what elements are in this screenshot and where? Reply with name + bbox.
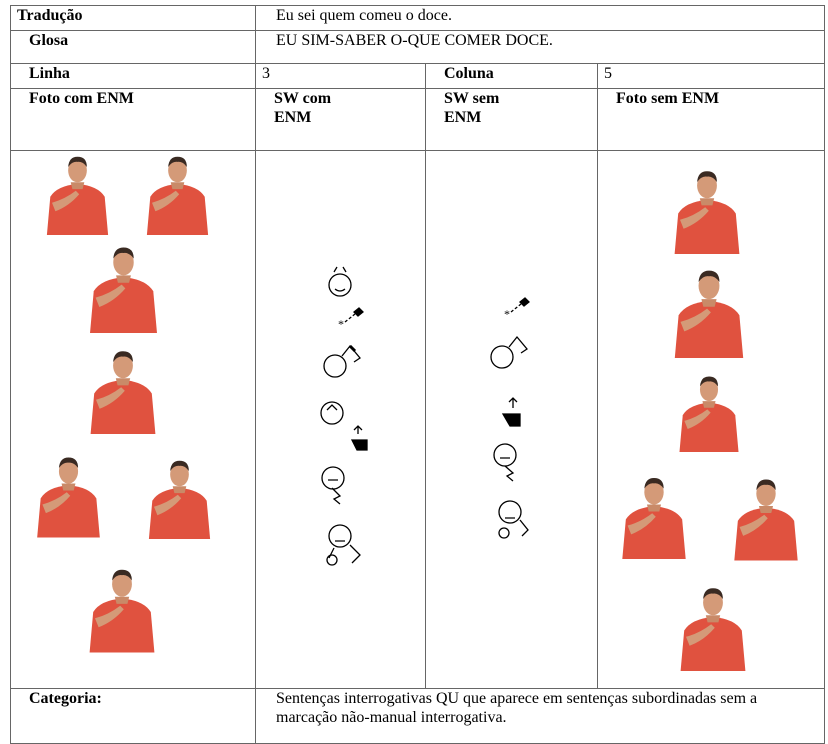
cell: Foto sem ENM (596, 88, 826, 151)
header-text: SW sem ENM (444, 90, 500, 126)
sign-table: Tradução Eu sei quem comeu o doce. Glosa… (10, 5, 826, 744)
cell (596, 150, 826, 689)
row: Linha 3 Coluna 5 (10, 63, 826, 89)
cell (255, 150, 426, 689)
cell: Linha (10, 63, 256, 89)
header-text: SW com ENM (274, 90, 332, 126)
cell: 3 (255, 63, 426, 89)
cell: SW sem ENM (425, 88, 598, 151)
cell: Categoria: (10, 688, 256, 744)
cell: Eu sei quem comeu o doce. (254, 5, 826, 31)
cell: SW com ENM (255, 88, 426, 151)
cell: Tradução (10, 5, 256, 31)
row: Foto com ENM SW com ENM SW sem ENM Foto … (10, 88, 826, 151)
row: Categoria: Sentenças interrogativas QU q… (10, 688, 826, 744)
cell (425, 150, 598, 689)
row (10, 150, 826, 689)
row: Glosa EU SIM-SABER O-QUE COMER DOCE. (10, 30, 826, 64)
cell: EU SIM-SABER O-QUE COMER DOCE. (254, 30, 826, 64)
cell: Glosa (10, 30, 256, 64)
cell: 5 (596, 63, 826, 89)
row: Tradução Eu sei quem comeu o doce. (10, 5, 826, 31)
cell: Coluna (425, 63, 598, 89)
category-text: Sentenças interrogativas QU que aparece … (276, 690, 758, 726)
cell (10, 150, 256, 689)
cell: Sentenças interrogativas QU que aparece … (254, 688, 826, 744)
cell: Foto com ENM (10, 88, 256, 151)
